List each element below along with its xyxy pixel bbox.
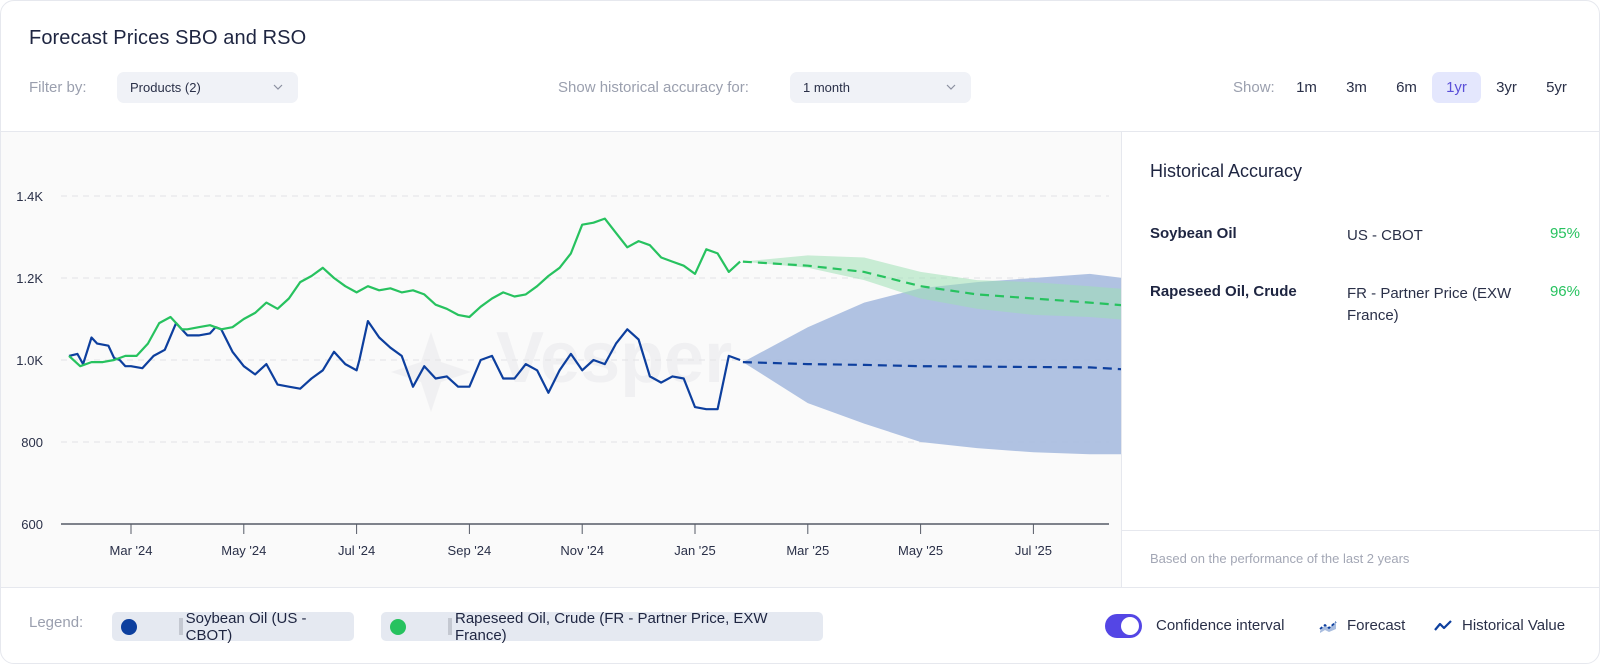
y-tick-label: 1.4K	[16, 189, 43, 204]
range-3m-button[interactable]: 3m	[1346, 79, 1367, 96]
range-3yr-button[interactable]: 3yr	[1496, 79, 1517, 96]
rapeseed-historical-line	[68, 217, 741, 368]
toggle-knob	[1121, 617, 1139, 635]
watermark-text: Vesper	[496, 318, 732, 398]
range-1yr-button[interactable]: 1yr	[1432, 72, 1481, 103]
legend-item-soybean[interactable]: Soybean Oil (US - CBOT)	[112, 609, 354, 644]
accuracy-footnote-area: Based on the performance of the last 2 y…	[1122, 530, 1599, 587]
products-filter-select[interactable]: Products (2)	[117, 72, 298, 103]
legend-separator	[178, 618, 183, 635]
y-tick-label: 800	[21, 435, 43, 450]
range-1m-button[interactable]: 1m	[1296, 79, 1317, 96]
forecast-icon	[1319, 621, 1337, 633]
filter-label: Filter by:	[29, 79, 87, 96]
legend-label: Legend:	[29, 614, 84, 631]
footer-divider	[1, 587, 1599, 588]
historical-value-icon	[1434, 620, 1452, 631]
x-tick-label: May '25	[898, 543, 943, 558]
x-tick-label: Sep '24	[448, 543, 492, 558]
x-tick-label: Jan '25	[674, 543, 716, 558]
x-tick-label: Jul '24	[338, 543, 375, 558]
x-tick-label: Jul '25	[1015, 543, 1052, 558]
chart-area: Vesper 600 800 1.0K 1.2K 1.4K Mar '24 May '24 J…	[1, 132, 1141, 587]
y-tick-label: 1.0K	[16, 353, 43, 368]
y-tick-label: 600	[21, 517, 43, 532]
legend-separator	[447, 618, 452, 635]
confidence-interval-label: Confidence interval	[1156, 617, 1285, 634]
accuracy-source: FR - Partner Price (EXW France)	[1347, 285, 1512, 324]
historical-accuracy-panel: Historical Accuracy Soybean Oil US - CBO…	[1121, 132, 1599, 587]
accuracy-product: Soybean Oil	[1150, 225, 1237, 242]
soybean-forecast-line	[742, 361, 1141, 372]
rapeseed-color-dot	[390, 618, 406, 635]
x-tick-label: Nov '24	[560, 543, 604, 558]
accuracy-footnote: Based on the performance of the last 2 y…	[1150, 551, 1410, 566]
soybean-confidence-band	[742, 273, 1141, 455]
y-tick-label: 1.2K	[16, 271, 43, 286]
confidence-interval-toggle[interactable]	[1105, 614, 1142, 638]
accuracy-label: Show historical accuracy for:	[558, 79, 749, 96]
x-tick-label: Mar '24	[110, 543, 153, 558]
chevron-down-icon	[273, 84, 283, 90]
show-label: Show:	[1233, 79, 1275, 96]
x-tick-label: May '24	[221, 543, 266, 558]
accuracy-product: Rapeseed Oil, Crude	[1150, 283, 1297, 300]
accuracy-period-select[interactable]: 1 month	[790, 72, 971, 103]
soybean-color-dot	[121, 618, 137, 635]
header-divider	[1, 131, 1599, 132]
accuracy-source: US - CBOT	[1347, 227, 1423, 244]
forecast-label: Forecast	[1347, 617, 1406, 634]
range-selector: 1m 3m 6m 1yr 3yr 5yr	[1282, 72, 1582, 103]
soybean-historical-line	[68, 320, 741, 411]
range-5yr-button[interactable]: 5yr	[1546, 79, 1567, 96]
page-title: Forecast Prices SBO and RSO	[29, 27, 307, 49]
chevron-down-icon	[946, 84, 956, 90]
x-tick-label: Mar '25	[786, 543, 829, 558]
legend-item-label: Soybean Oil (US - CBOT)	[185, 609, 307, 644]
watermark-logo: Vesper	[391, 318, 732, 412]
price-chart[interactable]: Vesper 600 800 1.0K 1.2K 1.4K Mar '24 May '24 J…	[1, 132, 1141, 587]
accuracy-value: 96%	[1549, 283, 1580, 300]
range-6m-button[interactable]: 6m	[1396, 79, 1417, 96]
historical-value-label: Historical Value	[1462, 617, 1566, 634]
accuracy-title: Historical Accuracy	[1150, 161, 1303, 181]
accuracy-value: 95%	[1549, 225, 1580, 242]
accuracy-period-value: 1 month	[803, 80, 850, 95]
legend-item-rapeseed[interactable]: Rapeseed Oil, Crude (FR - Partner Price,…	[381, 609, 823, 644]
products-filter-value: Products (2)	[130, 80, 201, 95]
legend-item-label: Rapeseed Oil, Crude (FR - Partner Price,…	[454, 609, 768, 644]
